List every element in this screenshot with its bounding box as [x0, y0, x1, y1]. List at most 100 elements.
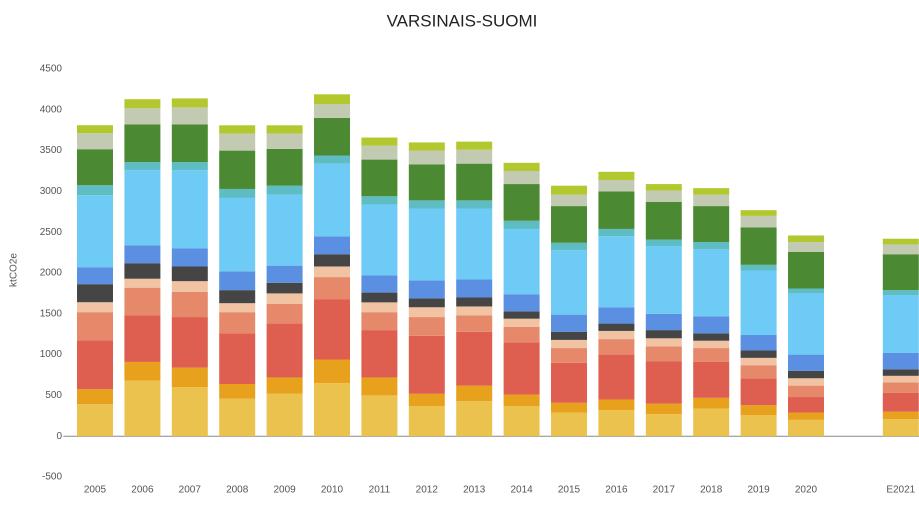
bar-segment — [551, 331, 587, 340]
y-axis-label: ktCO2e — [9, 253, 20, 287]
bar-segment — [361, 377, 398, 396]
bar-segment — [598, 171, 635, 180]
bar-segment — [408, 200, 445, 209]
bar-segment — [77, 302, 113, 313]
chart-title: VARSINAIS-SUOMI — [387, 11, 538, 30]
bar-segment — [645, 361, 682, 404]
bar-segment — [77, 133, 113, 150]
bar-segment — [645, 403, 682, 415]
bar-segment — [456, 200, 493, 209]
bar-segment — [551, 348, 587, 363]
bar-segment — [219, 398, 256, 437]
bar-segment — [77, 389, 113, 405]
bar-segment — [408, 164, 445, 201]
bar-segment — [645, 239, 682, 247]
bar-segment — [361, 275, 398, 293]
bar-segment — [645, 202, 682, 240]
bar-segment — [219, 290, 256, 304]
bar-segment — [645, 184, 682, 191]
y-tick-label: 500 — [45, 390, 62, 401]
bar-segment — [456, 385, 493, 402]
bar-segment — [598, 330, 635, 340]
bar-segment — [598, 179, 635, 192]
bar-segment — [77, 312, 113, 341]
bar-segment — [503, 184, 540, 221]
bar-segment — [882, 254, 919, 291]
bar-segment — [456, 141, 493, 150]
bar-segment — [77, 404, 113, 437]
bar-segment — [171, 291, 208, 318]
bar-segment — [456, 279, 493, 298]
bar-segment — [314, 266, 350, 278]
x-tick-label: 2006 — [131, 485, 154, 496]
bar-segment — [551, 242, 587, 251]
bar-segment — [124, 278, 161, 288]
bar-segment — [171, 162, 208, 171]
bar-segment — [219, 333, 256, 384]
bar-segment — [693, 188, 730, 195]
bar-segment — [503, 311, 540, 319]
bar-segment — [551, 185, 587, 195]
bar-segment — [219, 133, 256, 151]
bar-segment — [314, 254, 350, 267]
bar-segment — [408, 317, 445, 336]
bar-segment — [456, 149, 493, 164]
y-tick-label: 3500 — [40, 145, 63, 156]
x-tick-label: 2014 — [510, 485, 533, 496]
bar-segment — [408, 406, 445, 437]
bar-segment — [314, 155, 350, 164]
bar-segment — [408, 393, 445, 407]
bar-segment — [551, 314, 587, 332]
bar-segment — [551, 250, 587, 315]
bar-segment — [693, 206, 730, 242]
y-tick-label: 1000 — [40, 349, 63, 360]
bar-segment — [551, 339, 587, 349]
bar-segment — [503, 220, 540, 229]
bar-segment — [551, 412, 587, 437]
bar-segment — [361, 292, 398, 303]
bar-segment — [219, 125, 256, 134]
x-tick-label: 2005 — [84, 485, 107, 496]
x-tick-label: 2018 — [700, 485, 723, 496]
bar-segment — [788, 241, 824, 252]
bar-segment — [266, 133, 303, 149]
x-tick-label: 2016 — [605, 485, 628, 496]
bar-segment — [124, 170, 161, 246]
bar-segment — [503, 342, 540, 395]
bar-segment — [77, 340, 113, 390]
bar-segment — [266, 293, 303, 305]
bar-segment — [740, 264, 777, 271]
bar-segment — [124, 124, 161, 163]
bar-segment — [740, 405, 777, 415]
bar-segment — [788, 251, 824, 289]
bar-segment — [788, 235, 824, 242]
bar-segment — [740, 378, 777, 406]
bar-segment — [882, 382, 919, 393]
bar-segment — [598, 228, 635, 237]
bar-segment — [645, 246, 682, 314]
x-tick-label: E2021 — [886, 485, 915, 496]
bar-segment — [693, 361, 730, 398]
bar-segment — [266, 125, 303, 134]
x-tick-label: 2020 — [795, 485, 818, 496]
y-tick-label: 4500 — [40, 64, 63, 75]
bar-segment — [740, 335, 777, 351]
bar-segment — [124, 361, 161, 381]
x-tick-label: 2015 — [558, 485, 581, 496]
bar-segment — [788, 370, 824, 379]
bar-segment — [314, 236, 350, 255]
bar-segment — [645, 330, 682, 339]
bar-segment — [361, 312, 398, 331]
bar-segment — [882, 290, 919, 296]
bar-segment — [788, 354, 824, 371]
bar-segment — [882, 419, 919, 437]
bar-segment — [314, 104, 350, 118]
bar-segment — [645, 338, 682, 347]
bar-segment — [408, 150, 445, 165]
bar-segment — [740, 414, 777, 437]
x-tick-label: 2010 — [321, 485, 344, 496]
bar-segment — [171, 248, 208, 267]
bar-segment — [693, 316, 730, 334]
bar-segment — [693, 333, 730, 341]
y-tick-label: -500 — [42, 472, 62, 483]
